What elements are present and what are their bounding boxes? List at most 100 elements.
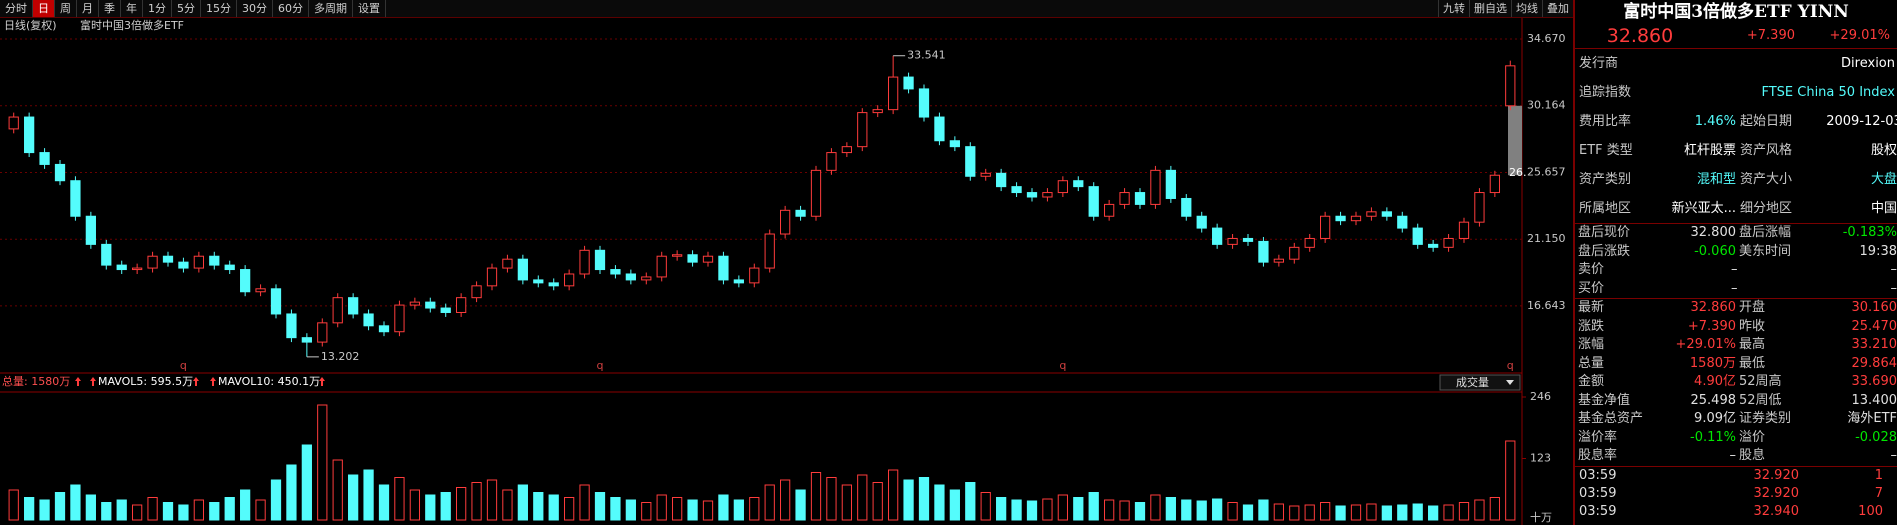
volume-bar (54, 492, 66, 521)
candle-body (456, 297, 467, 313)
volume-bar (301, 444, 312, 521)
chart-title: 日线(复权) (4, 18, 57, 32)
volume-bar (672, 497, 683, 521)
candle-body (564, 273, 575, 287)
tick-list: 03:59 32.920 1 03:59 32.920 7 03:59 32.940 100 (1575, 467, 1897, 521)
toolbar-tab[interactable]: 15分 (201, 0, 237, 17)
toolbar-tab[interactable]: 1分 (143, 0, 172, 17)
candle-body (1505, 65, 1516, 107)
quote-value: 海外ETF (1847, 411, 1897, 426)
toolbar-tool[interactable]: 九转 (1438, 0, 1469, 17)
toolbar-tab[interactable]: 多周期 (309, 0, 353, 17)
quote-value: 4.90亿 (1694, 374, 1736, 389)
volume-unit: 十万 (1530, 510, 1552, 524)
toolbar-tab[interactable]: 月 (77, 0, 99, 17)
quote-label: 涨跌 (1578, 318, 1605, 334)
quote-label: 开盘 (1739, 300, 1766, 315)
toolbar-tool[interactable]: 均线 (1511, 0, 1542, 17)
up-arrow (319, 377, 325, 386)
volume-bar (625, 499, 636, 521)
volume-bar (471, 482, 482, 521)
toolbar-tab[interactable]: 季 (99, 0, 121, 17)
candle-body (70, 180, 81, 217)
volume-bar (1181, 499, 1192, 521)
volume-bar (24, 497, 35, 521)
toolbar-tab[interactable]: 日 (33, 0, 55, 17)
toolbar-tool[interactable]: 删自选 (1469, 0, 1511, 17)
price-row: 32.860 +7.390 +29.01% (1575, 24, 1897, 49)
up-arrow (90, 377, 96, 386)
spacer (1738, 261, 1822, 280)
volume-bar (8, 489, 19, 521)
candle-body (132, 267, 143, 271)
volume-bar (1273, 503, 1284, 521)
candle-body (718, 255, 729, 281)
volume-bar (1258, 499, 1269, 521)
volume-bar (1489, 497, 1500, 521)
candle-body (810, 169, 822, 217)
info-row: ETF 类型 杠杆股票 资产风格 股权 (1575, 136, 1897, 165)
chart-bg (0, 18, 1573, 525)
toolbar-tab[interactable]: 周 (55, 0, 77, 17)
tick-volume: 1 (1874, 467, 1883, 483)
quote-value: 32.800 (1690, 225, 1737, 240)
quote-value: 30.160 (1851, 300, 1897, 315)
toolbar-tab[interactable]: 30分 (237, 0, 273, 17)
toolbar-tab[interactable]: 5分 (172, 0, 201, 17)
quote-label: 溢价率 (1578, 429, 1618, 445)
quote-label: 美东时间 (1739, 243, 1792, 259)
quote-label: 涨幅 (1578, 337, 1605, 352)
candle-body (1335, 215, 1346, 222)
volume-bar (378, 484, 390, 521)
candle-body (440, 307, 451, 313)
quote-value: 32.860 (1690, 300, 1737, 315)
candle-body (733, 279, 744, 284)
axis-annotation: 26. (1509, 166, 1527, 179)
quote-value: – (1729, 448, 1737, 463)
info-row: 费用比率 1.46% 起始日期 2009-12-03 (1575, 107, 1897, 136)
info-value: 新兴亚太... (1671, 201, 1736, 216)
quote-row: 买价 – – (1575, 280, 1897, 299)
candle-body (193, 255, 204, 269)
toolbar-tab[interactable]: 分时 (0, 0, 33, 17)
candle-body (1134, 192, 1146, 205)
info-row: 追踪指数 FTSE China 50 Index (1575, 78, 1897, 107)
volume-bar (1381, 505, 1392, 521)
quote-row: 股息率 – 股息 – (1575, 447, 1897, 467)
volume-bar (440, 492, 451, 521)
volume-bar (132, 504, 143, 521)
y-tick-label: 21.150 (1527, 232, 1566, 245)
volume-bar (780, 479, 791, 521)
candle-body (996, 172, 1007, 188)
tick-volume: 7 (1874, 485, 1883, 501)
candle-body (255, 288, 266, 293)
toolbar-tab[interactable]: 年 (121, 0, 143, 17)
gap-box (1508, 105, 1522, 176)
volume-bar (1150, 494, 1161, 521)
volume-bar (1505, 440, 1516, 521)
tick-row: 03:59 32.940 100 (1575, 503, 1897, 521)
toolbar-tab[interactable]: 60分 (273, 0, 309, 17)
quote-value: 9.09亿 (1694, 411, 1736, 426)
volume-bar (749, 497, 760, 521)
volume-bar (502, 489, 513, 521)
quote-value: – (1890, 448, 1897, 463)
info-value: 杠杆股票 (1683, 143, 1736, 158)
quote-value: 33.690 (1851, 374, 1897, 389)
candle-body (486, 267, 498, 287)
candle-body (1458, 221, 1470, 239)
volume-bar (1397, 504, 1408, 521)
toolbar-tab[interactable]: 设置 (353, 0, 386, 17)
y-tick-label: 34.670 (1527, 32, 1566, 45)
candle-body (317, 322, 328, 343)
volume-bar (1443, 504, 1454, 521)
candle-body (980, 172, 991, 177)
indicator-label: 成交量 (1456, 375, 1489, 389)
candle-body (1366, 211, 1377, 217)
volume-bar (980, 492, 991, 521)
candle-body (1381, 211, 1392, 217)
toolbar-tool[interactable]: 叠加 (1542, 0, 1573, 17)
volume-bar (1242, 504, 1254, 521)
high-label: 33.541 (907, 49, 946, 62)
candle-body (857, 112, 868, 148)
